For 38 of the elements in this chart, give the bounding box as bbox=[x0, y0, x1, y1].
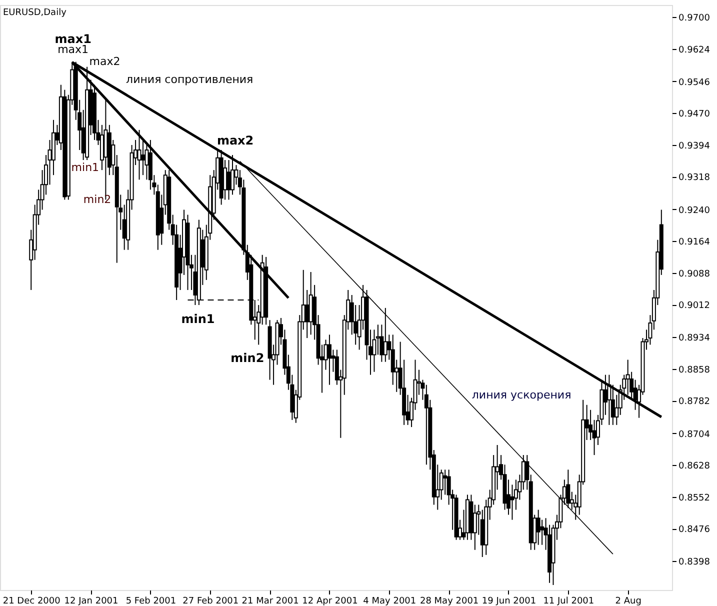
annotation: min2 bbox=[83, 193, 112, 206]
y-tick-label: 0.8628 bbox=[678, 462, 710, 472]
y-tick-label: 0.8552 bbox=[678, 493, 710, 504]
y-tick-label: 0.9624 bbox=[678, 45, 710, 56]
y-tick-label: 0.8398 bbox=[678, 558, 710, 568]
y-tick-label: 0.9240 bbox=[678, 206, 710, 216]
y-tick-label: 0.8476 bbox=[678, 525, 710, 536]
annotation: min2 bbox=[230, 351, 264, 366]
x-tick-label: 28 May 2001 bbox=[420, 596, 479, 606]
x-tick-label: 4 May 2001 bbox=[363, 596, 416, 606]
y-tick-label: 0.9546 bbox=[678, 78, 710, 88]
x-tick-label: 12 Jan 2001 bbox=[64, 596, 118, 606]
annotation: линия сопротивления bbox=[126, 73, 254, 86]
x-tick-label: 27 Feb 2001 bbox=[182, 596, 239, 606]
y-tick-label: 0.8858 bbox=[678, 365, 710, 376]
x-tick-label: 21 Mar 2001 bbox=[242, 596, 299, 606]
y-tick-label: 0.8782 bbox=[678, 397, 710, 408]
y-tick-label: 0.9012 bbox=[678, 301, 710, 312]
x-tick-label: 12 Apr 2001 bbox=[302, 596, 358, 606]
annotation: max2 bbox=[89, 55, 120, 68]
annotation: min1 bbox=[181, 312, 215, 326]
y-tick-label: 0.8704 bbox=[678, 430, 710, 440]
y-tick-label: 0.9394 bbox=[678, 141, 710, 152]
y-tick-label: 0.9318 bbox=[678, 173, 710, 184]
y-tick-label: 0.9088 bbox=[678, 269, 710, 280]
x-tick-label: 5 Feb 2001 bbox=[126, 596, 176, 606]
annotation: max2 bbox=[216, 133, 254, 148]
annotation: линия ускорения bbox=[472, 388, 572, 402]
annotation: min1 bbox=[71, 160, 100, 174]
y-tick-label: 0.9470 bbox=[678, 110, 710, 120]
y-tick-label: 0.9700 bbox=[678, 14, 710, 24]
x-tick-label: 2 Aug bbox=[615, 596, 642, 606]
y-tick-label: 0.9164 bbox=[678, 238, 710, 248]
chart-title: EURUSD,Daily bbox=[3, 8, 68, 18]
x-tick-label: 19 Jun 2001 bbox=[482, 596, 536, 606]
x-tick-label: 11 Jul 2001 bbox=[543, 596, 594, 606]
y-tick-label: 0.8934 bbox=[678, 334, 710, 344]
x-tick-label: 21 Dec 2000 bbox=[2, 596, 61, 606]
